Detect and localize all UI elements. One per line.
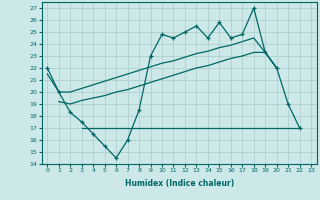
X-axis label: Humidex (Indice chaleur): Humidex (Indice chaleur) <box>124 179 234 188</box>
